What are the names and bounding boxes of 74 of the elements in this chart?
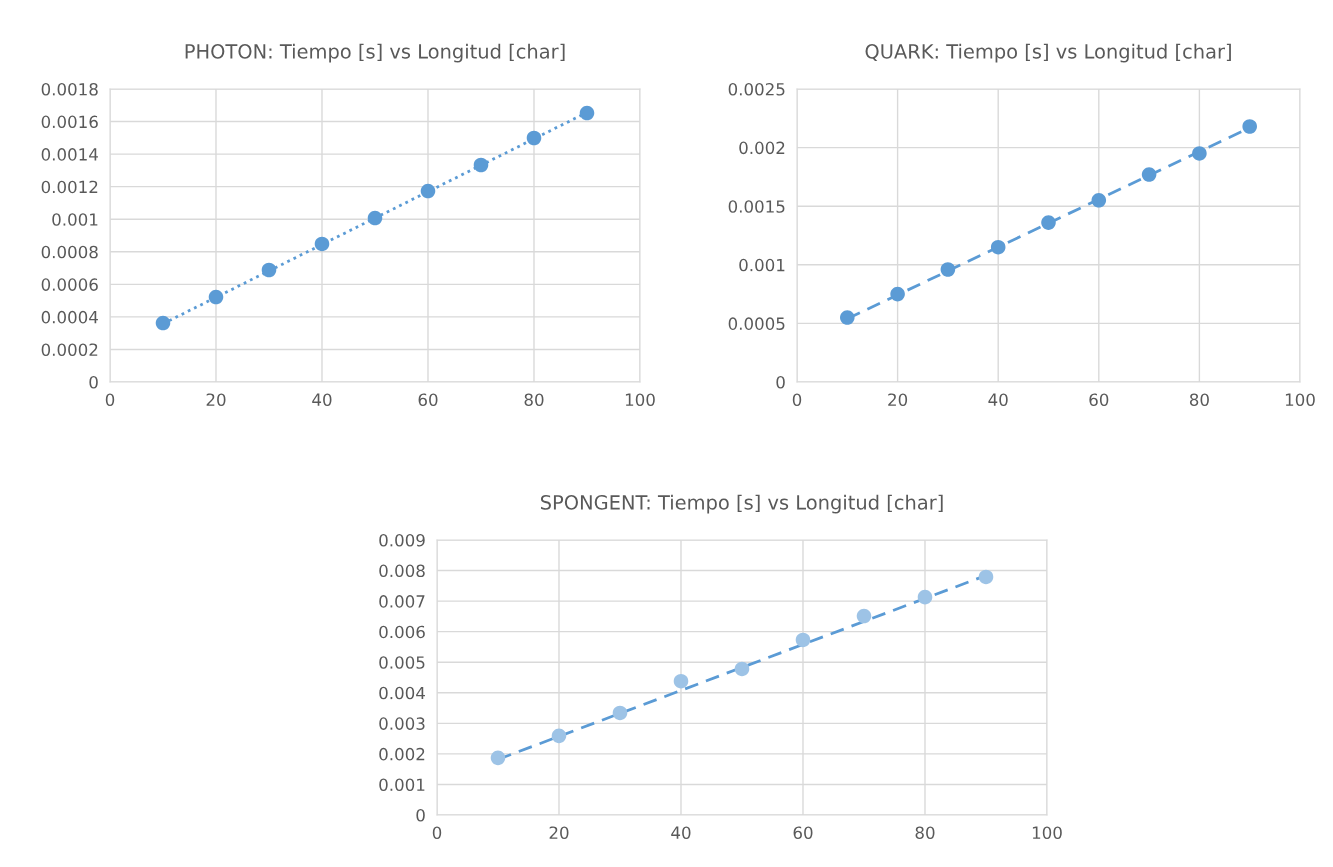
point — [890, 286, 905, 302]
point — [261, 262, 277, 278]
point — [1141, 167, 1157, 182]
point — [473, 157, 489, 173]
x-tick-label: 0 — [105, 393, 115, 407]
y-tick-label: 0.002 — [739, 141, 785, 155]
point — [314, 236, 330, 252]
point — [795, 632, 811, 648]
y-tick-label: 0.0005 — [728, 317, 785, 330]
x-tick-label: 100 — [1032, 826, 1062, 840]
x-tick-label: 80 — [1189, 393, 1209, 407]
y-tick-label: 0 — [89, 375, 98, 389]
y-tick-label: 0.004 — [379, 686, 425, 700]
y-tick-label: 0.0012 — [41, 180, 98, 194]
y-tick-label: 0.0004 — [41, 310, 98, 324]
y-tick-label: 0.005 — [379, 656, 425, 669]
chart-title: PHOTON: Tiempo [s] vs Longitud [char] — [185, 43, 565, 63]
point — [551, 728, 567, 744]
y-tick-label: 0 — [776, 375, 785, 389]
y-tick-label: 0.0016 — [41, 115, 98, 129]
point — [367, 210, 383, 226]
chart-title: SPONGENT: Tiempo [s] vs Longitud [char] — [540, 494, 943, 514]
point — [978, 569, 994, 585]
point — [1192, 146, 1207, 161]
point — [1242, 119, 1257, 134]
point — [526, 130, 542, 146]
x-tick-label: 40 — [988, 393, 1008, 407]
x-tick-label: 40 — [312, 393, 332, 407]
point — [1041, 215, 1056, 230]
point — [840, 310, 855, 325]
y-tick-label: 0.0025 — [728, 82, 785, 96]
y-tick-label: 0.0015 — [728, 200, 785, 213]
x-tick-label: 100 — [1285, 393, 1315, 407]
y-tick-label: 0.0008 — [41, 245, 98, 259]
x-tick-label: 80 — [524, 393, 544, 407]
point — [673, 673, 689, 689]
x-tick-label: 60 — [418, 393, 438, 407]
x-tick-label: 20 — [549, 826, 569, 840]
y-tick-label: 0.0006 — [41, 278, 98, 291]
y-tick-label: 0.0014 — [41, 148, 98, 161]
y-tick-label: 0.007 — [379, 595, 425, 608]
y-tick-label: 0.001 — [52, 213, 98, 226]
point — [734, 661, 750, 677]
point — [990, 239, 1006, 255]
point — [940, 262, 956, 277]
y-tick-label: 0.001 — [379, 778, 425, 792]
y-tick-label: 0.009 — [379, 533, 425, 547]
x-tick-label: 20 — [206, 393, 226, 407]
x-tick-label: 0 — [792, 393, 802, 407]
y-tick-label: 0.003 — [379, 717, 425, 730]
y-tick-label: 0.002 — [379, 747, 425, 761]
point — [490, 750, 506, 766]
point — [420, 183, 436, 199]
x-tick-label: 80 — [915, 826, 935, 840]
point — [856, 608, 872, 624]
x-tick-label: 100 — [625, 393, 655, 407]
chart-title: QUARK: Tiempo [s] vs Longitud [char] — [865, 43, 1231, 63]
x-tick-label: 40 — [671, 826, 691, 840]
point — [208, 289, 224, 305]
x-tick-label: 60 — [1089, 393, 1109, 407]
point — [612, 705, 628, 721]
x-tick-label: 60 — [793, 826, 813, 840]
y-tick-label: 0.0002 — [41, 343, 98, 357]
x-tick-label: 20 — [888, 393, 908, 407]
point — [917, 589, 933, 605]
y-tick-label: 0.008 — [379, 564, 425, 578]
y-tick-label: 0.0018 — [41, 82, 98, 96]
point — [155, 315, 171, 331]
point — [579, 105, 595, 121]
y-tick-label: 0 — [416, 808, 425, 822]
y-tick-label: 0.001 — [739, 258, 785, 272]
y-tick-label: 0.006 — [379, 625, 425, 639]
x-tick-label: 0 — [432, 826, 442, 840]
point — [1091, 193, 1107, 208]
